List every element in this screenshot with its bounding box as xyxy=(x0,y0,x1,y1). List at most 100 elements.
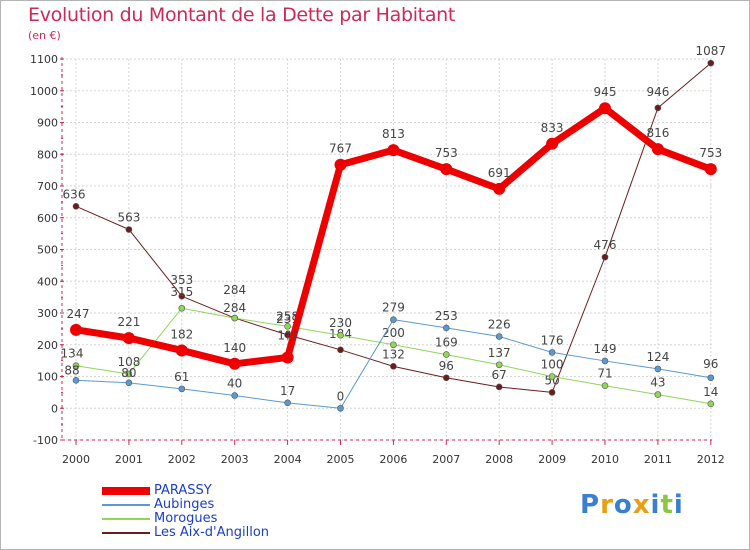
data-point xyxy=(442,324,450,332)
data-point xyxy=(442,351,450,358)
x-tick-label: 2001 xyxy=(115,453,143,466)
data-label: 100 xyxy=(541,358,564,372)
chart-title: Evolution du Montant de la Dette par Hab… xyxy=(28,4,456,26)
data-point xyxy=(546,137,559,150)
data-label: 226 xyxy=(488,317,511,331)
logo-letter: i xyxy=(673,490,684,520)
logo-letter: r xyxy=(600,490,614,520)
data-label: 563 xyxy=(117,210,140,224)
data-label: 476 xyxy=(594,238,617,252)
data-label: 14 xyxy=(703,385,718,399)
data-label: 284 xyxy=(223,301,246,315)
data-point xyxy=(281,351,294,364)
grid: -100010020030040050060070080090010001100… xyxy=(30,53,725,466)
legend-label: Morogues xyxy=(154,511,218,526)
data-label: 247 xyxy=(67,307,90,321)
data-point xyxy=(601,382,609,390)
data-label: 108 xyxy=(117,355,140,369)
data-label: 813 xyxy=(382,127,405,141)
y-tick-label: -100 xyxy=(33,434,58,447)
data-point xyxy=(390,341,397,349)
legend-swatch xyxy=(102,532,150,534)
data-point xyxy=(707,59,715,67)
data-point xyxy=(284,399,291,407)
data-label: 816 xyxy=(646,126,669,140)
data-point xyxy=(651,143,664,156)
data-label: 43 xyxy=(650,376,665,390)
x-tick-label: 2005 xyxy=(327,453,355,466)
data-point xyxy=(337,331,344,339)
data-point xyxy=(70,323,82,336)
data-point xyxy=(390,316,397,323)
data-label: 17 xyxy=(280,384,295,398)
y-tick-label: 500 xyxy=(37,244,58,257)
legend-swatch xyxy=(102,487,150,495)
proxiti-logo: Proxiti xyxy=(580,490,684,520)
data-point xyxy=(704,163,717,176)
data-label: 945 xyxy=(594,85,617,99)
data-label: 833 xyxy=(541,121,564,135)
data-point xyxy=(599,102,611,115)
data-point xyxy=(125,370,133,378)
data-point xyxy=(548,389,556,396)
data-point xyxy=(334,158,347,171)
legend-swatch xyxy=(102,518,150,520)
logo-letter: x xyxy=(632,490,651,520)
data-point xyxy=(122,332,135,345)
legend-label: Les Aix-d'Angillon xyxy=(154,525,270,540)
data-point xyxy=(654,104,662,112)
logo-letter: o xyxy=(613,490,633,520)
data-point xyxy=(72,362,80,370)
data-label: 40 xyxy=(227,377,242,391)
data-point xyxy=(548,349,556,356)
data-point xyxy=(654,365,662,373)
data-label: 61 xyxy=(174,370,189,384)
data-label: 946 xyxy=(646,85,669,99)
data-label: 80 xyxy=(121,366,136,380)
data-label: 176 xyxy=(541,333,564,347)
data-label: 221 xyxy=(117,315,140,329)
x-tick-label: 2002 xyxy=(168,453,196,466)
data-point xyxy=(495,361,503,369)
data-label: 691 xyxy=(488,166,511,180)
data-label: 169 xyxy=(435,336,458,350)
data-label: 753 xyxy=(699,146,722,160)
data-label: 140 xyxy=(223,341,246,355)
data-label: 231 xyxy=(276,312,299,326)
data-point xyxy=(175,344,188,357)
data-point xyxy=(654,391,662,398)
data-label: 1087 xyxy=(696,44,727,58)
x-tick-label: 2009 xyxy=(538,453,566,466)
y-tick-label: 1100 xyxy=(30,53,58,66)
data-point xyxy=(72,203,80,210)
data-point xyxy=(284,323,291,330)
data-point xyxy=(231,314,238,322)
logo-letter: i xyxy=(650,490,661,520)
data-label: 124 xyxy=(646,350,669,364)
y-tick-label: 1000 xyxy=(30,85,58,98)
data-point xyxy=(493,182,506,195)
data-label: 1?? xyxy=(277,328,297,342)
data-label: 0 xyxy=(337,389,345,403)
series-aubinges: 88 80 61 40 17 0 279 253 226 176 149 124 96 xyxy=(64,301,718,412)
legend-swatch xyxy=(102,504,150,506)
y-tick-label: 400 xyxy=(37,275,58,288)
legend-label: PARASSY xyxy=(154,483,212,498)
data-point xyxy=(440,163,453,176)
data-label: 258 xyxy=(276,309,299,323)
data-label: 96 xyxy=(703,357,718,371)
x-tick-label: 2006 xyxy=(379,453,407,466)
data-label: 132 xyxy=(382,347,405,361)
data-label: 636 xyxy=(63,187,86,201)
x-tick-label: 2008 xyxy=(485,453,513,466)
y-tick-label: 0 xyxy=(51,402,58,415)
data-point xyxy=(707,374,715,382)
data-point xyxy=(178,292,186,300)
data-label: 71 xyxy=(597,367,612,381)
y-tick-label: 600 xyxy=(37,212,58,225)
data-label: 767 xyxy=(329,142,352,156)
data-label: 279 xyxy=(382,301,405,315)
data-label: 315 xyxy=(170,285,193,299)
data-label: 67 xyxy=(492,368,507,382)
